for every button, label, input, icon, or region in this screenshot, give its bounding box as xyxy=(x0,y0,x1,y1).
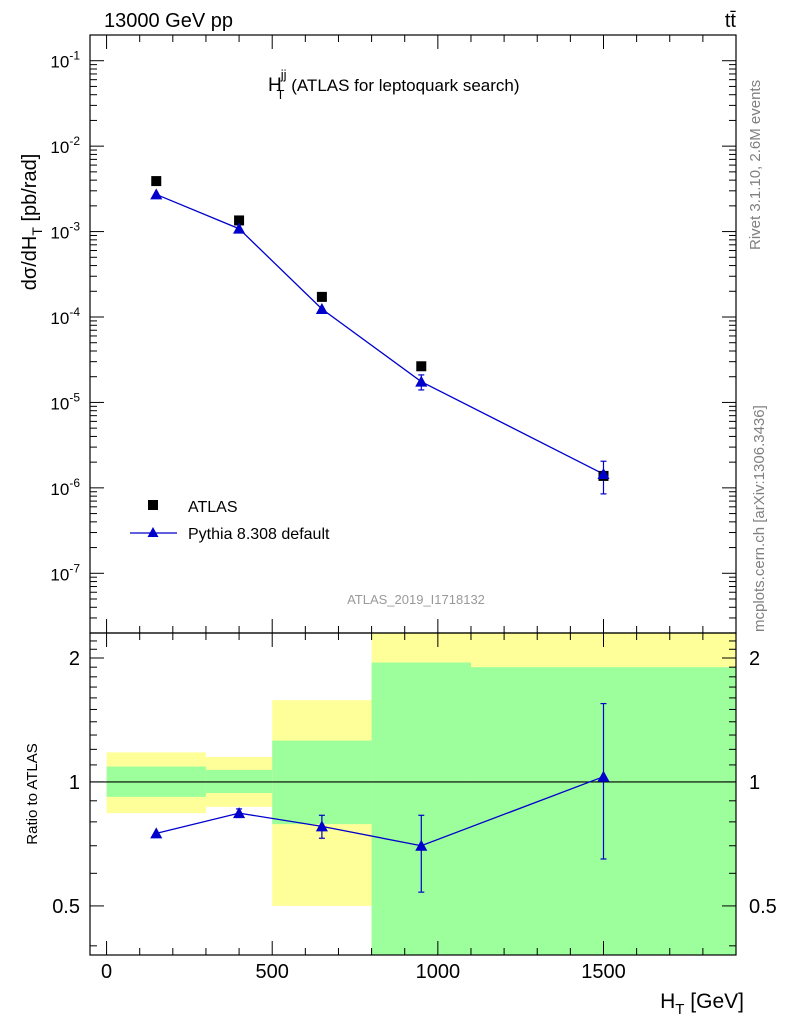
ratio-y-tick-labels: 2 1 0.5 2 1 0.5 xyxy=(52,648,777,918)
ratio-point xyxy=(233,807,246,819)
main-ytick-label: 10-3 xyxy=(50,220,80,243)
xtick-label: 1500 xyxy=(581,961,626,983)
rivet-version-label: Rivet 3.1.10, 2.6M events xyxy=(747,80,764,250)
ratio-point xyxy=(315,820,328,832)
xtick-label: 500 xyxy=(256,961,289,983)
x-ticks xyxy=(106,35,737,955)
analysis-id-label: ATLAS_2019_I1718132 xyxy=(347,592,485,607)
ratio-ytick-label-right: 2 xyxy=(749,648,760,670)
ratio-point xyxy=(597,770,610,782)
ratio-ytick-label-right: 1 xyxy=(749,772,760,794)
ratio-uncertainty-bands xyxy=(106,633,736,955)
main-ytick-label: 10-5 xyxy=(50,390,80,413)
ratio-y-ticks xyxy=(90,632,736,947)
energy-label: 13000 GeV pp xyxy=(104,10,233,32)
legend-marker-pythia xyxy=(147,527,159,537)
xtick-label: 0 xyxy=(101,961,112,983)
data-point-atlas xyxy=(234,215,245,226)
legend: ATLAS Pythia 8.308 default xyxy=(130,499,330,543)
main-y-tick-labels: 10-1 10-2 10-3 10-4 10-5 10-6 10-7 xyxy=(50,49,80,585)
data-point-pythia xyxy=(233,222,246,234)
main-panel-marks xyxy=(150,176,610,495)
data-point-pythia xyxy=(315,302,328,314)
band-inner xyxy=(371,662,471,955)
ratio-y-axis-label: Ratio to ATLAS xyxy=(24,743,41,844)
main-ytick-label: 10-6 xyxy=(50,476,80,499)
x-tick-labels: 0 500 1000 1500 xyxy=(101,961,626,983)
legend-label-atlas: ATLAS xyxy=(188,499,238,516)
mc-line xyxy=(156,193,604,475)
ratio-ytick-label-left: 1 xyxy=(69,772,80,794)
ratio-ytick-label-right: 0.5 xyxy=(749,896,777,918)
ratio-ytick-label-left: 0.5 xyxy=(52,896,80,918)
main-panel-frame xyxy=(89,34,737,634)
mcplots-reference-label: mcplots.cern.ch [arXiv:1306.3436] xyxy=(751,405,768,632)
data-point-atlas xyxy=(416,361,427,372)
data-point-atlas xyxy=(316,291,327,302)
data-point-pythia xyxy=(150,188,163,200)
xtick-label: 1000 xyxy=(416,961,461,983)
ratio-point xyxy=(150,827,163,839)
ratio-panel-marks xyxy=(90,702,736,893)
data-point-pythia xyxy=(597,468,610,480)
ratio-point xyxy=(415,839,428,851)
main-ytick-label: 10-7 xyxy=(50,561,80,584)
legend-label-pythia: Pythia 8.308 default xyxy=(188,526,330,543)
legend-marker-atlas xyxy=(148,500,158,510)
main-y-axis-label: dσ/dHT [pb/rad] xyxy=(19,154,45,291)
main-ytick-label: 10-4 xyxy=(50,305,80,328)
data-point-pythia xyxy=(415,375,428,387)
main-ytick-label: 10-2 xyxy=(50,134,80,157)
process-label: tt̄ xyxy=(725,10,737,32)
main-y-ticks xyxy=(90,34,736,634)
ratio-panel-frame xyxy=(89,632,737,956)
plot-title: Hjj T (ATLAS for leptoquark search) xyxy=(268,67,520,102)
data-point-atlas xyxy=(151,176,162,187)
x-axis-label: HT [GeV] xyxy=(660,990,744,1018)
main-ytick-label: 10-1 xyxy=(50,49,80,72)
ratio-ytick-label-left: 2 xyxy=(69,648,80,670)
